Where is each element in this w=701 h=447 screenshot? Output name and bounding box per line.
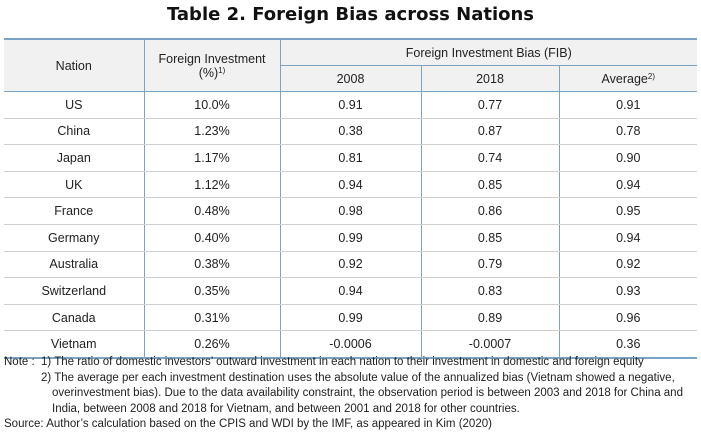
table-title: Table 2. Foreign Bias across Nations: [166, 4, 535, 25]
header-average-label: Average: [601, 71, 648, 86]
cell-fib-2008: 0.92: [279, 251, 421, 279]
table-row: Japan 1.17% 0.81 0.74 0.90: [4, 144, 698, 172]
cell-fib-2018: 0.83: [420, 277, 559, 305]
cell-fib-2018: 0.79: [420, 251, 559, 279]
note-1: 1) The ratio of domestic investors’ outw…: [41, 356, 644, 368]
header-fib-group-label: Foreign Investment Bias (FIB): [405, 45, 572, 60]
foreign-bias-table: Nation Foreign Investment (%)1) Foreign …: [4, 38, 698, 359]
cell-foreign-investment: 1.12%: [143, 171, 280, 199]
cell-fib-average: 0.94: [558, 224, 698, 252]
cell-nation: Japan: [4, 144, 144, 172]
cell-fib-average: 0.90: [558, 144, 698, 172]
table-notes: Note : 1) The ratio of domestic investor…: [4, 355, 697, 444]
cell-fib-2008: 0.91: [279, 91, 421, 119]
table-row: Vietnam 0.26% -0.0006 -0.0007 0.36: [4, 330, 698, 359]
note-body: 1) The ratio of domestic investors’ outw…: [41, 355, 697, 417]
header-2018: 2018: [420, 65, 559, 92]
cell-nation: Germany: [4, 224, 144, 252]
cell-foreign-investment: 0.40%: [143, 224, 280, 252]
header-fib-group: Foreign Investment Bias (FIB): [279, 38, 698, 66]
cell-fib-2018: 0.89: [420, 304, 559, 332]
cell-nation: UK: [4, 171, 144, 199]
cell-fib-2008: 0.38: [279, 118, 421, 146]
table-row: France 0.48% 0.98 0.86 0.95: [4, 197, 698, 225]
cell-fib-2008: 0.94: [279, 171, 421, 199]
cell-fib-2008: 0.94: [279, 277, 421, 305]
header-2018-label: 2018: [476, 71, 504, 86]
cell-fib-2018: 0.85: [420, 224, 559, 252]
cell-foreign-investment: 0.48%: [143, 197, 280, 225]
cell-fib-2018: 0.85: [420, 171, 559, 199]
cell-nation: Switzerland: [4, 277, 144, 305]
cell-foreign-investment: 0.26%: [143, 330, 280, 359]
cell-fib-2018: 0.87: [420, 118, 559, 146]
note-label: Note :: [4, 356, 35, 368]
cell-fib-2018: -0.0007: [420, 330, 559, 359]
cell-fib-average: 0.96: [558, 304, 698, 332]
header-2008-label: 2008: [336, 71, 365, 86]
cell-fib-2008: -0.0006: [279, 330, 421, 359]
cell-fib-2008: 0.98: [279, 197, 421, 225]
cell-foreign-investment: 1.23%: [143, 118, 280, 146]
table-row: China 1.23% 0.38 0.87 0.78: [4, 118, 698, 146]
cell-fib-2008: 0.99: [279, 224, 421, 252]
header-average: Average2): [558, 65, 698, 92]
cell-foreign-investment: 0.35%: [143, 277, 280, 305]
header-foreign-investment: Foreign Investment (%)1): [143, 38, 280, 92]
cell-fib-2018: 0.77: [420, 91, 559, 119]
cell-nation: China: [4, 118, 144, 146]
header-foreign-investment-label: Foreign Investment: [158, 51, 266, 66]
cell-nation: US: [4, 91, 144, 119]
footnote-marker-2: 2): [647, 71, 655, 81]
table-row: US 10.0% 0.91 0.77 0.91: [4, 91, 698, 119]
table-row: UK 1.12% 0.94 0.85 0.94: [4, 171, 698, 199]
cell-fib-average: 0.95: [558, 197, 698, 225]
header-nation-label: Nation: [55, 58, 92, 73]
note-2: 2) The average per each investment desti…: [41, 371, 683, 415]
cell-foreign-investment: 1.17%: [143, 144, 280, 172]
cell-nation: Vietnam: [4, 330, 144, 359]
cell-fib-2018: 0.86: [420, 197, 559, 225]
cell-fib-average: 0.93: [558, 277, 698, 305]
table-row: Australia 0.38% 0.92 0.79 0.92: [4, 251, 698, 279]
header-2008: 2008: [279, 65, 421, 92]
cell-fib-2008: 0.81: [279, 144, 421, 172]
footnote-marker-1: 1): [218, 65, 226, 75]
header-nation: Nation: [4, 38, 144, 92]
table-row: Switzerland 0.35% 0.94 0.83 0.93: [4, 277, 698, 305]
source-line: Source: Author’s calculation based on th…: [4, 418, 492, 430]
table-row: Canada 0.31% 0.99 0.89 0.96: [4, 304, 698, 332]
cell-fib-average: 0.36: [558, 330, 698, 359]
header-foreign-investment-unit: (%): [198, 65, 219, 80]
cell-fib-average: 0.92: [558, 251, 698, 279]
cell-nation: Canada: [4, 304, 144, 332]
cell-fib-average: 0.91: [558, 91, 698, 119]
cell-foreign-investment: 10.0%: [143, 91, 280, 119]
cell-nation: Australia: [4, 251, 144, 279]
cell-fib-2008: 0.99: [279, 304, 421, 332]
cell-fib-average: 0.78: [558, 118, 698, 146]
cell-foreign-investment: 0.38%: [143, 251, 280, 279]
cell-fib-average: 0.94: [558, 171, 698, 199]
cell-fib-2018: 0.74: [420, 144, 559, 172]
cell-foreign-investment: 0.31%: [143, 304, 280, 332]
note-section: Note : 1) The ratio of domestic investor…: [4, 355, 697, 417]
table-row: Germany 0.40% 0.99 0.85 0.94: [4, 224, 698, 252]
cell-nation: France: [4, 197, 144, 225]
